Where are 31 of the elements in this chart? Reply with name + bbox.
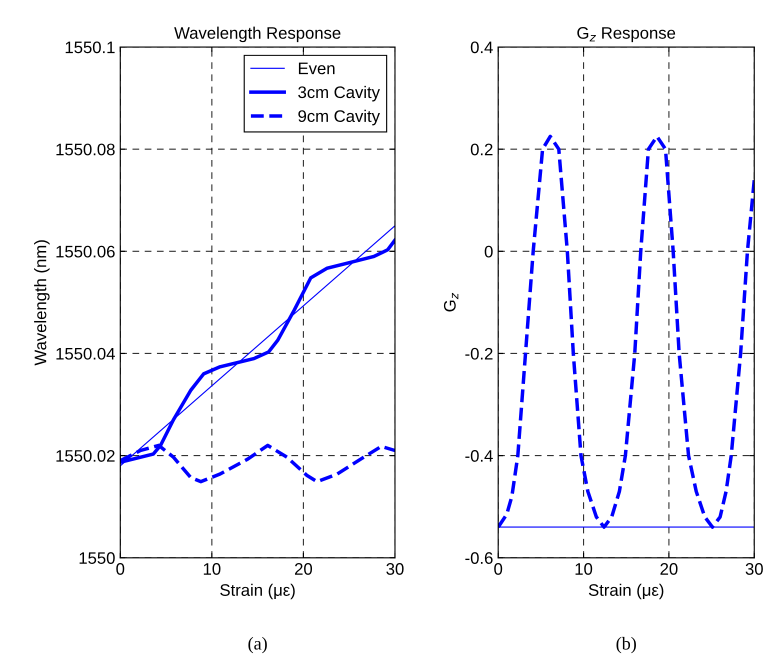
x-tick-label: 20	[660, 563, 678, 575]
x-tick-label: 20	[294, 563, 312, 575]
y-tick-label: 1550.04	[56, 348, 115, 360]
y-tick-label: 0.4	[470, 41, 493, 54]
y-tick-label: 1550.02	[56, 450, 115, 462]
y-axis-title: Wavelength (nm)	[34, 240, 50, 366]
legend-label: 9cm Cavity	[298, 110, 380, 126]
legend-label: 3cm Cavity	[298, 86, 380, 102]
x-tick-label: 30	[746, 563, 763, 575]
y-tick-label: 0.2	[470, 144, 492, 156]
x-tick-label: 30	[386, 563, 404, 575]
y-tick-label: -0.2	[465, 348, 492, 360]
x-tick-label: 10	[576, 563, 592, 575]
y-axis-title: G$_{z}$	[444, 292, 458, 312]
chart-title: Wavelength Response	[174, 26, 340, 42]
x-tick-label: 0	[116, 563, 124, 575]
legend-label: Even	[298, 62, 334, 74]
x-tick-label: 10	[204, 563, 220, 575]
x-axis-title: Strain (με)	[588, 584, 664, 600]
y-tick-label: 1550	[80, 552, 115, 564]
text: (a)	[248, 636, 267, 654]
y-tick-label: -0.4	[465, 450, 493, 462]
x-tick-label: 0	[494, 563, 502, 575]
x-axis-title: Strain (με)	[220, 584, 295, 600]
y-tick-label: -0.6	[465, 552, 493, 564]
chart-title: G$_{z}$ Response	[577, 27, 676, 42]
y-tick-label: 1550.08	[56, 144, 115, 156]
y-tick-label: 0	[484, 246, 493, 258]
y-tick-label: 1550.1	[66, 41, 115, 54]
y-tick-label: 1550.06	[56, 246, 115, 258]
text: (b)	[616, 636, 636, 654]
